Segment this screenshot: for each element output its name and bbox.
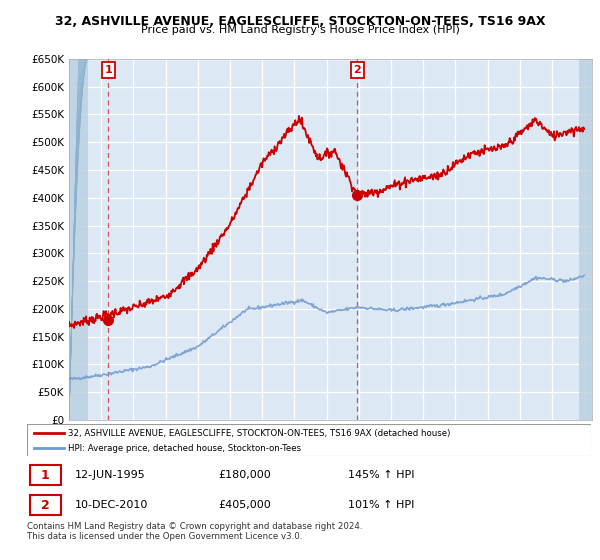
Text: 32, ASHVILLE AVENUE, EAGLESCLIFFE, STOCKTON-ON-TEES, TS16 9AX (detached house): 32, ASHVILLE AVENUE, EAGLESCLIFFE, STOCK…: [68, 428, 451, 437]
Text: 2: 2: [41, 498, 50, 512]
Text: 10-DEC-2010: 10-DEC-2010: [75, 500, 148, 510]
Text: £180,000: £180,000: [219, 470, 272, 480]
Text: £405,000: £405,000: [219, 500, 272, 510]
Text: HPI: Average price, detached house, Stockton-on-Tees: HPI: Average price, detached house, Stoc…: [68, 444, 301, 453]
Text: 1: 1: [41, 469, 50, 482]
Bar: [30, 495, 61, 515]
Text: 145% ↑ HPI: 145% ↑ HPI: [349, 470, 415, 480]
Text: Price paid vs. HM Land Registry's House Price Index (HPI): Price paid vs. HM Land Registry's House …: [140, 25, 460, 35]
Text: 1: 1: [104, 65, 112, 75]
Text: Contains HM Land Registry data © Crown copyright and database right 2024.
This d: Contains HM Land Registry data © Crown c…: [27, 522, 362, 542]
Text: 2: 2: [353, 65, 361, 75]
Text: 101% ↑ HPI: 101% ↑ HPI: [349, 500, 415, 510]
Text: 32, ASHVILLE AVENUE, EAGLESCLIFFE, STOCKTON-ON-TEES, TS16 9AX: 32, ASHVILLE AVENUE, EAGLESCLIFFE, STOCK…: [55, 15, 545, 28]
Text: 12-JUN-1995: 12-JUN-1995: [75, 470, 146, 480]
Bar: [30, 465, 61, 485]
